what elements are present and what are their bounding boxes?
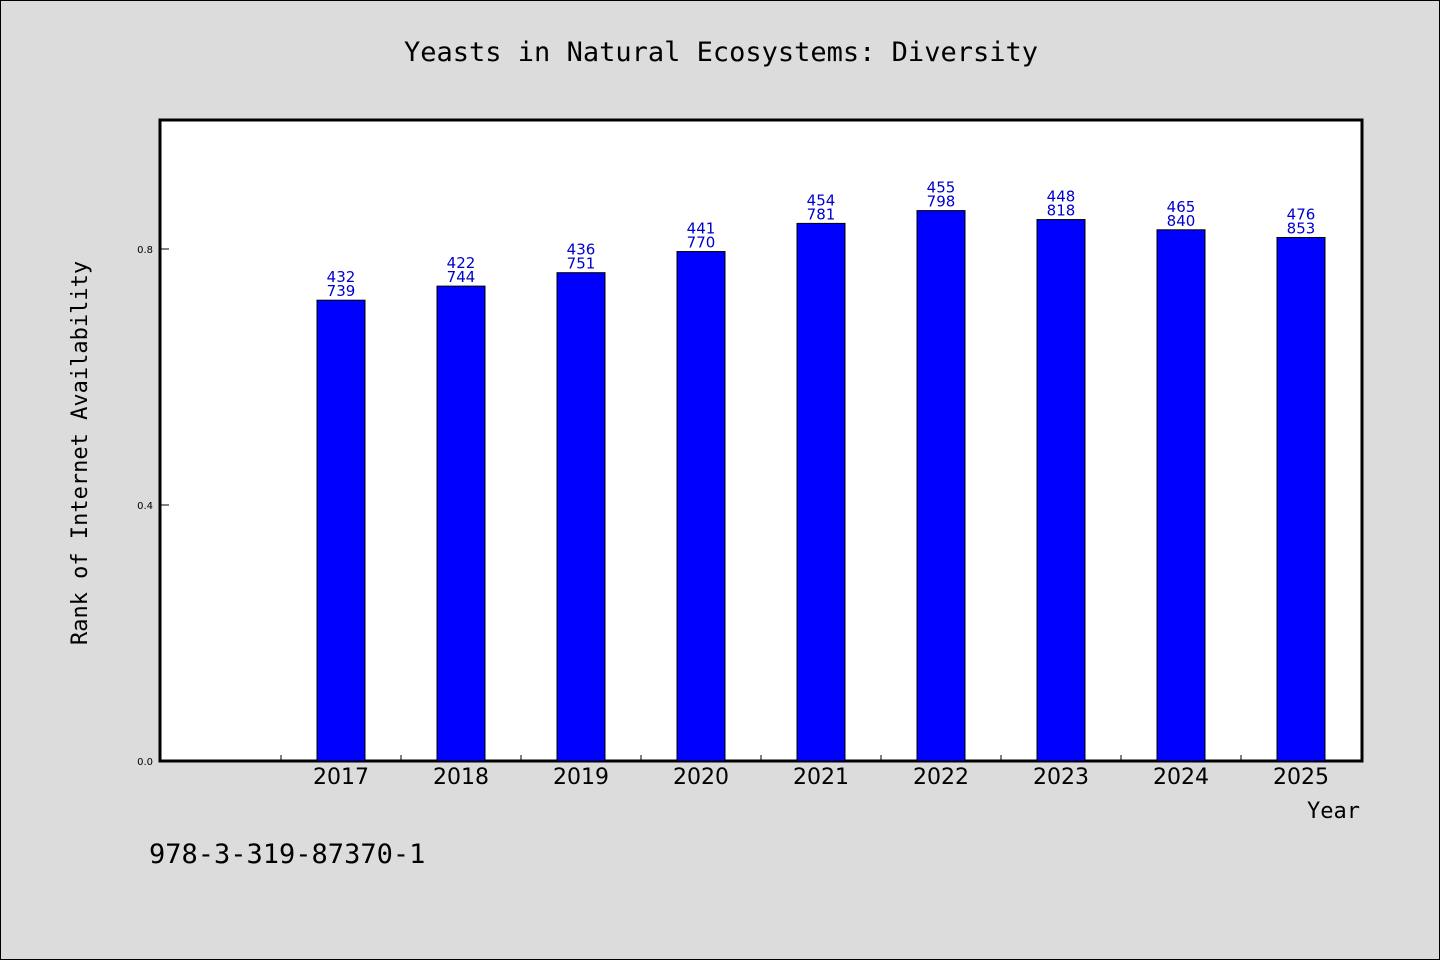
data-label-bottom: 853 (1287, 219, 1316, 237)
bar-2022 (916, 210, 966, 762)
data-label-bottom: 840 (1167, 212, 1196, 230)
x-tick-label: 2020 (673, 765, 729, 790)
chart-title: Yeasts in Natural Ecosystems: Diversity (404, 37, 1038, 68)
bars-layer (316, 210, 1326, 762)
x-axis-label: Year (1307, 799, 1360, 824)
x-tick-label: 2024 (1153, 765, 1209, 790)
isbn-text: 978-3-319-87370-1 (149, 839, 425, 870)
x-tick-label: 2018 (433, 765, 489, 790)
y-axis-ticks: 0.0 0.4 0.8 (137, 245, 169, 768)
x-tick-label: 2019 (553, 765, 609, 790)
data-label-top: 422 (447, 254, 476, 272)
bar-2023 (1036, 219, 1086, 762)
y-tick-label: 0.0 (137, 757, 153, 768)
data-label-top: 465 (1167, 198, 1196, 216)
data-label-top: 454 (807, 191, 836, 209)
data-label-bottom: 798 (927, 193, 956, 211)
x-tick-label: 2021 (793, 765, 849, 790)
data-label-bottom: 781 (807, 205, 836, 223)
data-label-bottom: 770 (687, 234, 716, 252)
bar-2020 (676, 251, 726, 762)
data-label-bottom: 739 (327, 282, 356, 300)
data-label-top: 432 (327, 268, 356, 286)
data-label-top: 448 (1047, 188, 1076, 206)
data-label-top: 476 (1287, 205, 1316, 223)
data-label-bottom: 818 (1047, 202, 1076, 220)
x-axis-ticks: 2017 2018 2019 2020 2021 2022 2023 2024 2025 (280, 755, 1329, 790)
bar-2025 (1276, 236, 1326, 762)
x-tick-label: 2025 (1273, 765, 1329, 790)
data-label-top: 455 (927, 179, 956, 197)
bar-2021 (796, 222, 846, 762)
data-label-bottom: 751 (567, 255, 596, 273)
x-tick-label: 2017 (313, 765, 369, 790)
data-label-bottom: 744 (447, 268, 476, 286)
y-axis-label: Rank of Internet Availability (68, 261, 93, 645)
data-label-top: 441 (687, 220, 716, 238)
bar-2018 (436, 285, 486, 762)
y-tick-label: 0.4 (137, 501, 153, 512)
bar-2019 (556, 272, 606, 762)
x-tick-label: 2022 (913, 765, 969, 790)
bar-2017 (316, 299, 366, 762)
x-tick-label: 2023 (1033, 765, 1089, 790)
y-tick-label: 0.8 (137, 245, 153, 256)
data-label-top: 436 (567, 241, 596, 259)
bar-2024 (1156, 229, 1206, 762)
